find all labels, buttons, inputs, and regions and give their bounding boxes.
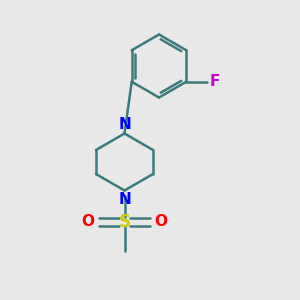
Text: F: F	[210, 74, 220, 89]
Text: S: S	[118, 213, 130, 231]
Text: O: O	[154, 214, 167, 230]
Text: N: N	[118, 117, 131, 132]
Text: N: N	[118, 192, 131, 207]
Text: O: O	[82, 214, 94, 230]
